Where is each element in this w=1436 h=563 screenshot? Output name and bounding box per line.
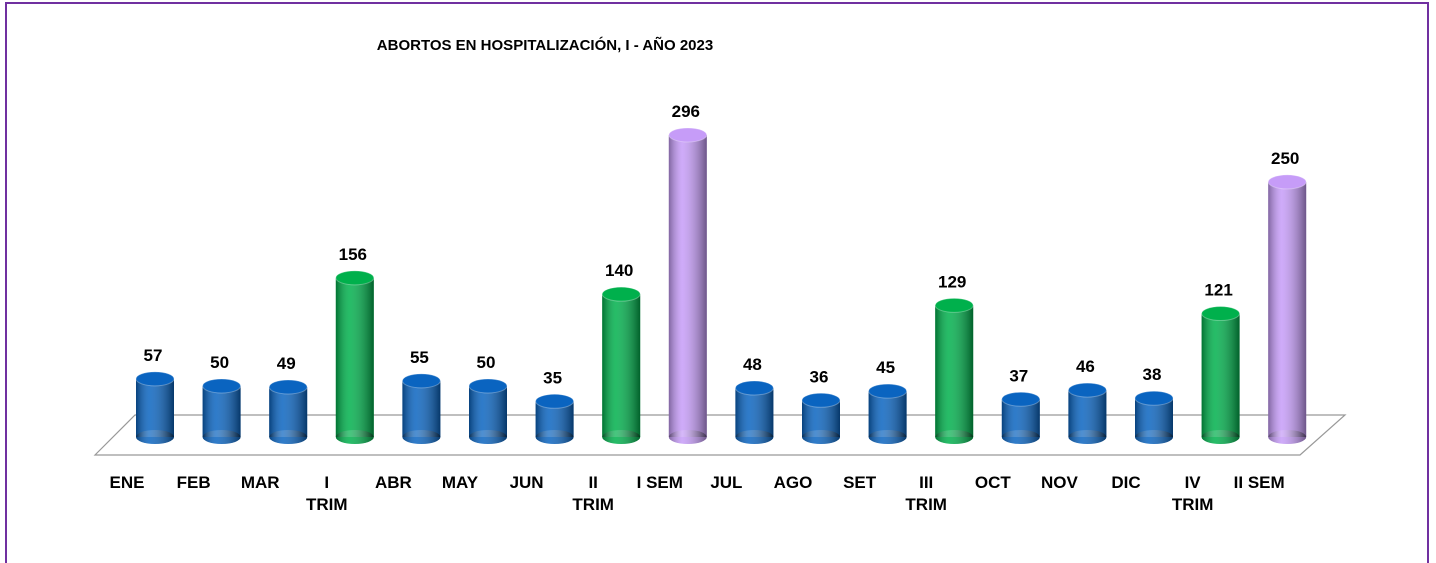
- bar-shade: [935, 305, 974, 437]
- bar-shade-base: [1268, 430, 1307, 444]
- x-tick-label: ABR: [374, 473, 412, 492]
- value-label: 46: [1076, 357, 1095, 376]
- bar-top: [1201, 306, 1241, 322]
- bar-shade: [202, 385, 241, 437]
- value-label: 140: [605, 261, 633, 280]
- bar-shade-base: [868, 430, 907, 444]
- bar-shade: [868, 391, 907, 437]
- bar-top: [801, 392, 841, 408]
- value-label: 250: [1271, 149, 1299, 168]
- bar-top: [868, 383, 908, 399]
- value-label: 35: [543, 368, 562, 387]
- bar-shade-base: [469, 430, 507, 444]
- x-tick-label: ENE: [109, 473, 145, 492]
- value-label: 156: [339, 245, 367, 264]
- x-tick-label: FEB: [176, 473, 211, 492]
- bar-shade-base: [935, 430, 974, 444]
- bar-shade-base: [1068, 430, 1107, 444]
- bar-top: [1267, 174, 1307, 190]
- value-label: 38: [1143, 365, 1162, 384]
- bar-top: [268, 379, 308, 395]
- value-label: 49: [277, 354, 296, 373]
- bar-shade: [668, 135, 707, 437]
- bar-shade-base: [269, 430, 308, 444]
- bar-shade-base: [802, 430, 840, 444]
- bar-shade: [735, 388, 774, 437]
- bar-top: [1134, 390, 1174, 406]
- bar-shade: [1201, 313, 1240, 437]
- bar-top: [535, 393, 575, 409]
- bar-shade: [469, 385, 507, 437]
- chart-title: ABORTOS EN HOSPITALIZACIÓN, I - AÑO 2023: [377, 36, 713, 54]
- bar-top: [934, 297, 974, 313]
- x-tick-label: SET: [843, 473, 877, 492]
- value-label: 55: [410, 348, 429, 367]
- x-tick-label: NOV: [1040, 473, 1078, 492]
- bar-shade-base: [535, 430, 574, 444]
- value-label: 57: [144, 346, 163, 365]
- value-label: 50: [210, 353, 229, 372]
- bar-shade-base: [1135, 430, 1173, 444]
- value-label: 50: [477, 353, 496, 372]
- bar-shade: [269, 387, 308, 437]
- bar-shade: [136, 378, 174, 437]
- bar-top: [668, 127, 708, 143]
- x-tick-label: IV TRIM: [1171, 473, 1214, 514]
- x-tick-label: DIC: [1111, 473, 1141, 492]
- bar-shade: [1068, 390, 1107, 437]
- x-tick-label: II SEM: [1233, 473, 1285, 492]
- x-tick-label: I TRIM: [306, 473, 348, 514]
- bar-shade-base: [1001, 430, 1040, 444]
- bar-shade-base: [1201, 430, 1240, 444]
- bar-top: [601, 286, 641, 302]
- value-label: 129: [938, 272, 966, 291]
- bar-shade-base: [136, 430, 174, 444]
- bar-top: [202, 378, 242, 394]
- x-tick-label: JUN: [509, 473, 544, 492]
- x-tick-label: JUL: [710, 473, 743, 492]
- bar-top: [401, 373, 441, 389]
- bar-shade-base: [335, 430, 374, 444]
- bar-shade: [602, 294, 641, 437]
- bar-top: [335, 270, 375, 286]
- bar-shade-base: [402, 430, 441, 444]
- bar-shade-base: [735, 430, 774, 444]
- bar-top: [1067, 382, 1107, 398]
- bar-shade: [402, 380, 441, 437]
- x-tick-label: III TRIM: [905, 473, 947, 514]
- bar-shade-base: [202, 430, 241, 444]
- value-label: 37: [1009, 366, 1028, 385]
- x-tick-label: I SEM: [636, 473, 683, 492]
- x-tick-label: MAR: [240, 473, 280, 492]
- frame: [5, 2, 1429, 563]
- bar-top: [468, 378, 508, 394]
- bar-shade: [1268, 181, 1307, 437]
- value-label: 36: [810, 367, 829, 386]
- x-tick-label: AGO: [773, 473, 813, 492]
- value-label: 296: [672, 102, 700, 121]
- value-label: 121: [1204, 281, 1232, 300]
- bar-shade-base: [602, 430, 641, 444]
- bar-top: [135, 371, 175, 387]
- value-label: 45: [876, 358, 895, 377]
- value-label: 48: [743, 355, 762, 374]
- bar-top: [1001, 391, 1041, 407]
- bar-shade-base: [668, 430, 707, 444]
- bar-top: [734, 380, 774, 396]
- x-tick-label: II TRIM: [572, 473, 614, 514]
- x-tick-label: MAY: [441, 473, 479, 492]
- x-tick-label: OCT: [974, 473, 1011, 492]
- bar-shade: [335, 277, 374, 437]
